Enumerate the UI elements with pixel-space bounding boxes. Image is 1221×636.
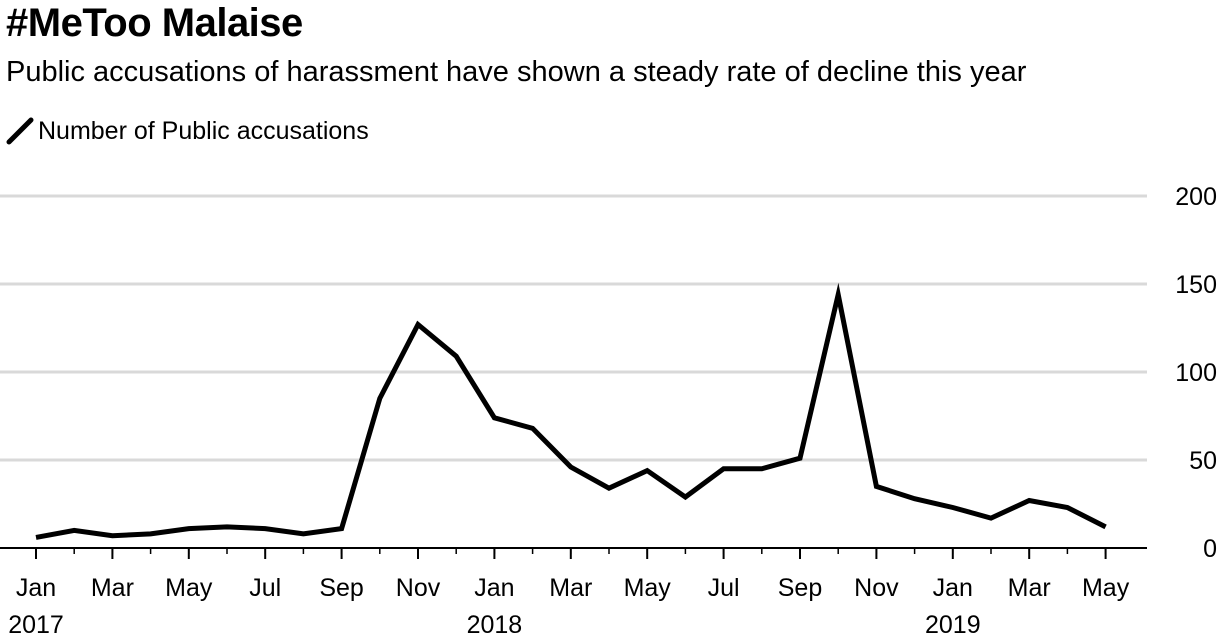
x-tick-label-jul: Jul bbox=[708, 574, 740, 602]
chart-subtitle: Public accusations of harassment have sh… bbox=[6, 56, 1027, 88]
x-tick-label-jul: Jul bbox=[249, 574, 281, 602]
y-tick-label-100: 100 bbox=[1175, 359, 1217, 387]
data-point bbox=[186, 526, 192, 532]
data-point bbox=[1026, 497, 1032, 503]
data-point bbox=[835, 292, 841, 298]
data-point bbox=[33, 534, 39, 540]
gridlines bbox=[0, 194, 1147, 462]
data-point bbox=[415, 321, 421, 327]
data-point bbox=[224, 524, 230, 530]
x-tick-label-may: May bbox=[1082, 574, 1130, 602]
y-axis: 0 50 100 150 200 bbox=[1175, 183, 1217, 563]
data-point bbox=[71, 527, 77, 533]
data-point bbox=[797, 455, 803, 461]
data-point bbox=[148, 531, 154, 537]
x-tick-label-mar: Mar bbox=[91, 574, 134, 602]
data-point bbox=[721, 466, 727, 472]
data-point bbox=[912, 496, 918, 502]
x-tick-label-jan: Jan bbox=[474, 574, 514, 602]
x-year-label-2018: 2018 bbox=[467, 611, 523, 636]
data-point bbox=[109, 533, 115, 539]
data-point bbox=[759, 466, 765, 472]
data-point bbox=[339, 526, 345, 532]
data-point bbox=[377, 395, 383, 401]
data-point bbox=[988, 515, 994, 521]
x-tick-label-mar: Mar bbox=[549, 574, 592, 602]
data-point bbox=[606, 485, 612, 491]
y-tick-label-0: 0 bbox=[1203, 535, 1217, 563]
series-line-0 bbox=[35, 282, 1107, 540]
y-tick-label-150: 150 bbox=[1175, 271, 1217, 299]
x-year-label-2017: 2017 bbox=[8, 611, 64, 636]
x-year-label-2019: 2019 bbox=[925, 611, 981, 636]
data-point bbox=[262, 526, 268, 532]
x-tick-label-sep: Sep bbox=[778, 574, 822, 602]
data-point bbox=[682, 494, 688, 500]
legend-line-icon bbox=[6, 117, 34, 145]
data-point bbox=[950, 505, 956, 511]
data-point bbox=[530, 425, 536, 431]
x-tick-label-mar: Mar bbox=[1008, 574, 1051, 602]
chart-title: #MeToo Malaise bbox=[6, 1, 303, 45]
data-point bbox=[453, 353, 459, 359]
data-point bbox=[300, 531, 306, 537]
x-tick-label-jan: Jan bbox=[16, 574, 56, 602]
data-point bbox=[873, 483, 879, 489]
x-tick-label-nov: Nov bbox=[396, 574, 441, 602]
y-tick-label-200: 200 bbox=[1175, 183, 1217, 211]
data-point bbox=[491, 415, 497, 421]
x-axis: Jan 2017 Mar May Jul Sep Nov Jan 2018 Mar May Jul Se… bbox=[0, 547, 1147, 636]
legend: Number of Public accusations bbox=[6, 114, 369, 148]
x-tick-label-sep: Sep bbox=[319, 574, 363, 602]
x-tick-label-jan: Jan bbox=[933, 574, 973, 602]
data-point bbox=[644, 468, 650, 474]
x-tick-label-nov: Nov bbox=[854, 574, 899, 602]
x-tick-label-may: May bbox=[165, 574, 213, 602]
data-point bbox=[1064, 505, 1070, 511]
data-point bbox=[568, 464, 574, 470]
x-tick-label-may: May bbox=[624, 574, 672, 602]
data-point bbox=[1103, 524, 1109, 530]
series-layer bbox=[33, 282, 1109, 540]
legend-label: Number of Public accusations bbox=[38, 116, 369, 145]
y-tick-label-50: 50 bbox=[1189, 447, 1217, 475]
